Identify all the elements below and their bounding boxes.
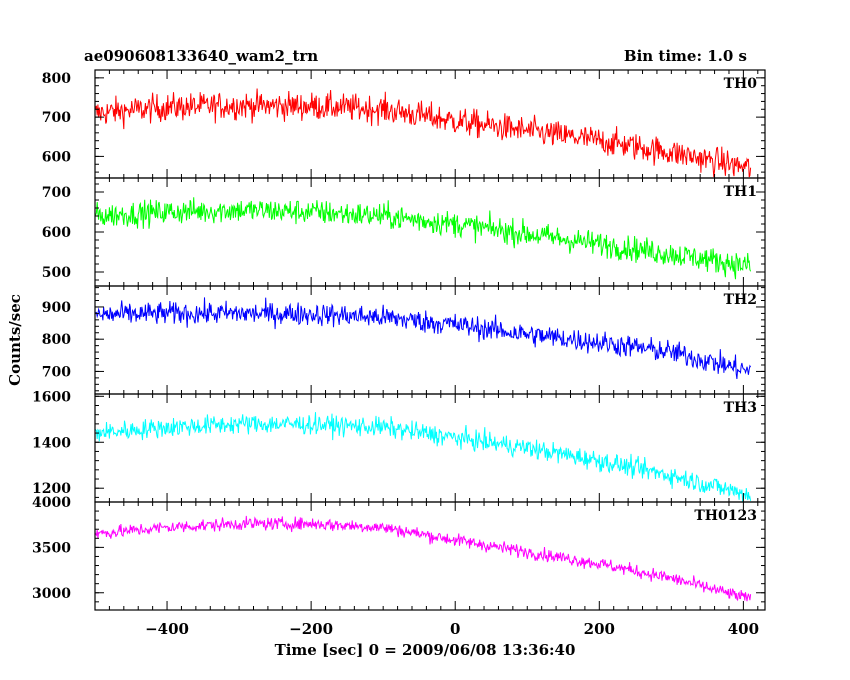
panel-th0: 600 700 800 TH0	[42, 69, 766, 179]
chart-title: ae090608133640_wam2_trn	[84, 47, 318, 65]
series-line-th3	[95, 412, 752, 502]
y-tick-label: 500	[42, 265, 71, 281]
series-line-th1	[95, 197, 752, 280]
panel-frame	[94, 177, 766, 287]
panels-group: 600 700 800 TH0 500 600 700 TH1 700 800 900 TH2 1200…	[32, 69, 766, 611]
series-line-th2	[95, 297, 752, 379]
panel-frame	[94, 285, 766, 395]
panel-frame	[94, 393, 766, 503]
x-axis-label: Time [sec] 0 = 2009/06/08 13:36:40	[275, 641, 576, 659]
panel-label-th1: TH1	[724, 184, 757, 200]
panel-label-th0123: TH0123	[694, 508, 757, 524]
x-axis: −400 −200 0 200 400	[145, 620, 759, 638]
panel-th2: 700 800 900 TH2	[42, 285, 766, 395]
y-tick-label: 3500	[32, 540, 71, 556]
panel-frame	[94, 501, 766, 611]
y-tick-label: 700	[42, 110, 71, 126]
y-tick-label: 900	[42, 300, 71, 316]
y-tick-label: 700	[42, 364, 71, 380]
x-tick-label: −400	[145, 620, 189, 638]
panel-label-th2: TH2	[724, 292, 757, 308]
y-tick-label: 3000	[32, 586, 71, 602]
panel-th0123: 3000 3500 4000 TH0123	[32, 495, 766, 611]
panel-label-th0: TH0	[724, 76, 758, 92]
y-tick-label: 600	[42, 149, 71, 165]
x-tick-label: 0	[450, 620, 460, 638]
y-tick-label: 1200	[32, 481, 71, 497]
panel-frame	[94, 69, 766, 179]
series-line-th0123	[95, 515, 752, 602]
x-tick-label: −200	[289, 620, 333, 638]
x-tick-label: 200	[584, 620, 615, 638]
y-tick-label: 600	[42, 225, 71, 241]
y-tick-label: 1600	[32, 389, 71, 405]
panel-label-th3: TH3	[724, 400, 757, 416]
y-tick-label: 700	[42, 185, 71, 201]
series-line-th0	[95, 88, 752, 178]
y-tick-label: 1400	[32, 435, 71, 451]
bin-time-label: Bin time: 1.0 s	[624, 47, 747, 65]
y-tick-label: 4000	[32, 495, 71, 511]
y-tick-label: 800	[42, 332, 71, 348]
x-tick-label: 400	[728, 620, 759, 638]
y-axis-label: Counts/sec	[6, 294, 24, 386]
y-tick-label: 800	[42, 71, 71, 87]
panel-th3: 1200 1400 1600 TH3	[32, 389, 766, 503]
panel-th1: 500 600 700 TH1	[42, 177, 766, 287]
